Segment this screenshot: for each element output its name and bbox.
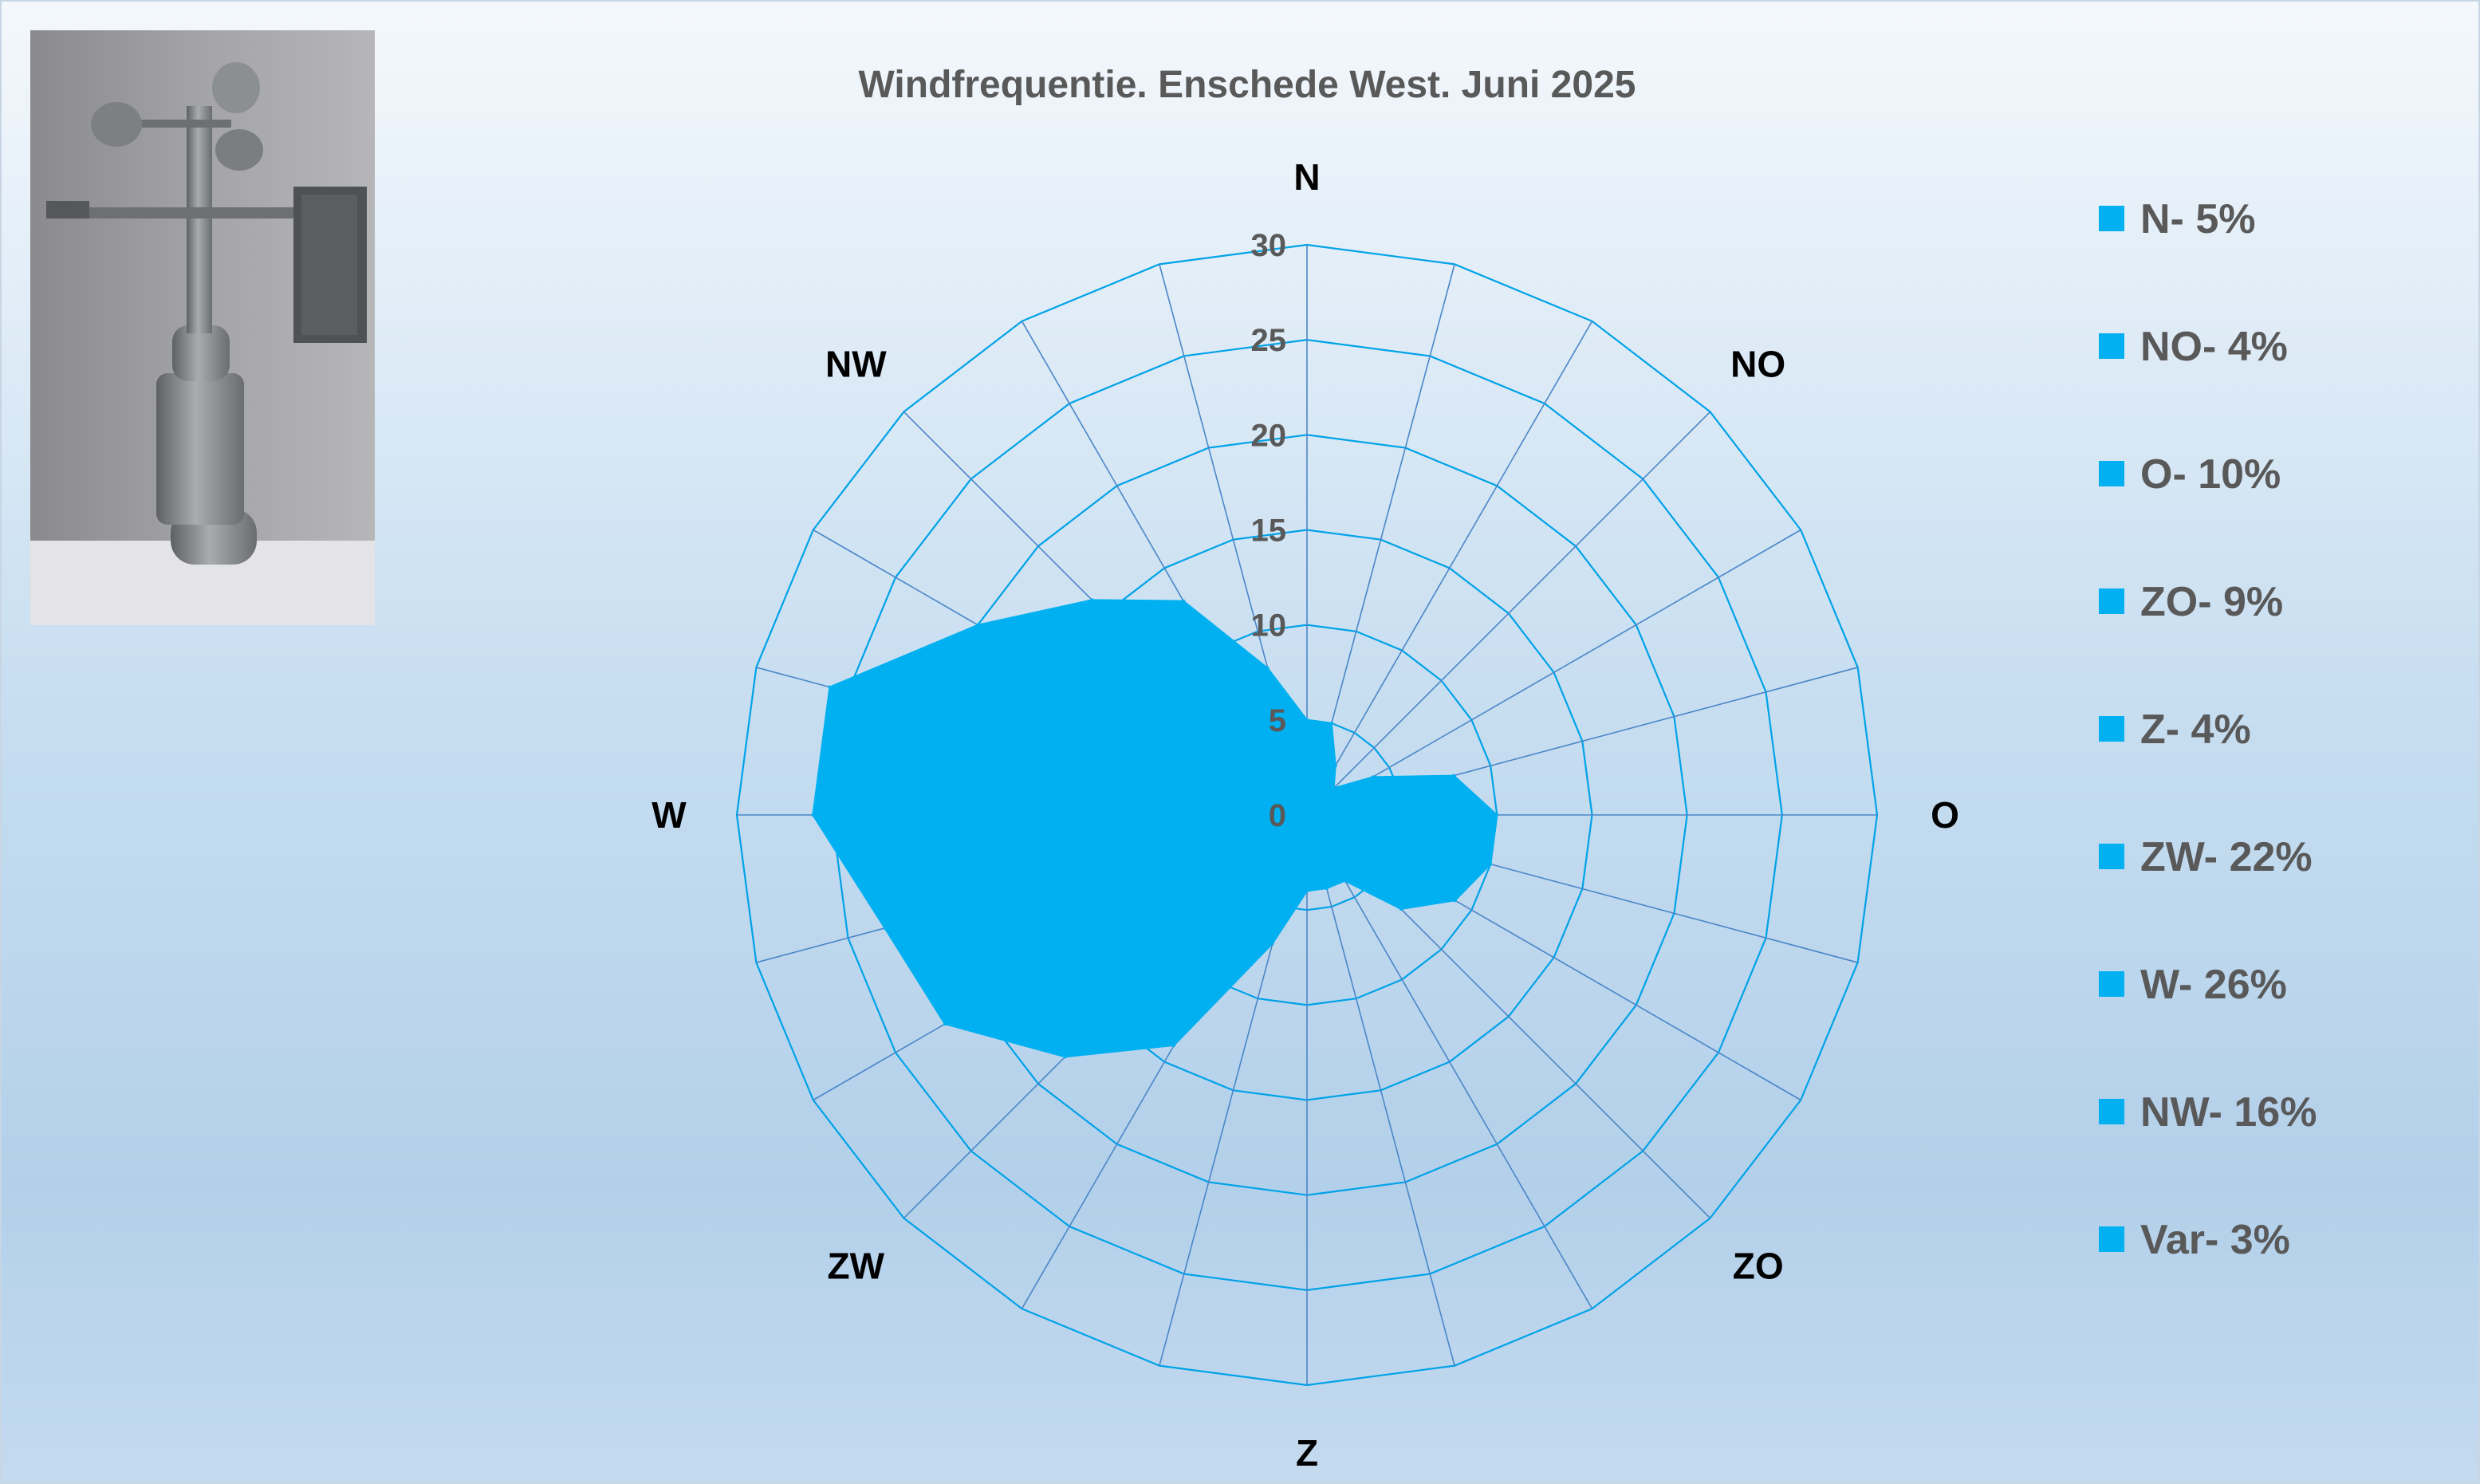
legend-label-7: NW- 16% bbox=[2140, 1089, 2317, 1136]
data-point-19 bbox=[828, 685, 832, 689]
legend-swatch-7 bbox=[2099, 1099, 2124, 1124]
legend-swatch-2 bbox=[2099, 461, 2124, 486]
tick-label-10: 10 bbox=[1251, 608, 1287, 644]
data-point-15 bbox=[1063, 1055, 1067, 1059]
legend-label-3: ZO- 9% bbox=[2140, 579, 2283, 625]
tick-label-20: 20 bbox=[1251, 418, 1287, 453]
legend-swatch-8 bbox=[2099, 1226, 2124, 1252]
legend-label-8: Var- 3% bbox=[2140, 1217, 2290, 1263]
legend-label-2: O- 10% bbox=[2140, 451, 2281, 498]
legend-label-4: Z- 4% bbox=[2140, 707, 2251, 753]
direction-label-w: W bbox=[651, 794, 687, 836]
legend-swatch-4 bbox=[2099, 716, 2124, 742]
tick-label-0: 0 bbox=[1269, 798, 1286, 833]
data-point-6 bbox=[1495, 813, 1499, 817]
chart-title: Windfrequentie. Enschede West. Juni 2025 bbox=[859, 64, 1636, 106]
series-polygon bbox=[812, 599, 1498, 1058]
data-point-9 bbox=[1399, 907, 1403, 911]
spoke-4 bbox=[1306, 529, 1801, 816]
data-point-7 bbox=[1489, 862, 1493, 866]
tick-label-5: 5 bbox=[1269, 703, 1286, 738]
direction-label-n: N bbox=[1293, 156, 1320, 198]
data-point-23 bbox=[1266, 666, 1270, 670]
data-point-5 bbox=[1452, 773, 1456, 777]
legend-label-5: ZW- 22% bbox=[2140, 834, 2313, 880]
data-point-21 bbox=[1090, 598, 1094, 602]
spoke-10 bbox=[1306, 814, 1593, 1309]
legend-label-6: W- 26% bbox=[2140, 962, 2287, 1008]
tick-label-15: 15 bbox=[1251, 514, 1287, 549]
direction-label-zw: ZW bbox=[828, 1246, 885, 1287]
data-point-14 bbox=[1172, 1043, 1176, 1047]
legend: N- 5% NO- 4% O- 10% ZO- 9% Z- 4% ZW- 22% W- 26… bbox=[2099, 196, 2317, 1263]
series-area bbox=[811, 598, 1499, 1059]
data-point-20 bbox=[976, 623, 980, 627]
data-point-16 bbox=[943, 1022, 947, 1026]
data-point-12 bbox=[1305, 889, 1309, 893]
direction-label-o: O bbox=[1931, 794, 1959, 836]
data-point-0 bbox=[1305, 718, 1309, 722]
spoke-11 bbox=[1306, 814, 1455, 1366]
spoke-3 bbox=[1306, 411, 1711, 816]
tick-label-25: 25 bbox=[1251, 323, 1287, 358]
tick-label-30: 30 bbox=[1251, 228, 1287, 263]
data-point-11 bbox=[1325, 887, 1329, 891]
legend-swatch-6 bbox=[2099, 971, 2124, 997]
legend-swatch-3 bbox=[2099, 588, 2124, 614]
data-point-8 bbox=[1453, 899, 1457, 903]
legend-label-1: NO- 4% bbox=[2140, 324, 2288, 370]
data-point-22 bbox=[1182, 599, 1186, 603]
data-point-10 bbox=[1343, 879, 1347, 883]
data-point-4 bbox=[1371, 775, 1375, 779]
data-point-1 bbox=[1329, 721, 1333, 725]
spoke-2 bbox=[1306, 321, 1593, 816]
legend-swatch-1 bbox=[2099, 333, 2124, 359]
direction-labels: N NO O ZO Z ZW W NW bbox=[651, 156, 1959, 1474]
legend-swatch-0 bbox=[2099, 206, 2124, 231]
data-point-2 bbox=[1333, 764, 1337, 768]
direction-label-zo: ZO bbox=[1733, 1246, 1784, 1287]
data-point-3 bbox=[1332, 786, 1336, 790]
legend-label-0: N- 5% bbox=[2140, 196, 2255, 242]
direction-label-nw: NW bbox=[825, 343, 887, 384]
direction-label-no: NO bbox=[1730, 343, 1785, 384]
data-point-18 bbox=[811, 813, 815, 817]
data-point-17 bbox=[883, 926, 887, 930]
direction-label-z: Z bbox=[1296, 1432, 1318, 1474]
anemometer-photo bbox=[30, 30, 375, 625]
radial-tick-labels: 0 5 10 15 20 25 30 bbox=[1251, 228, 1287, 833]
data-point-13 bbox=[1270, 942, 1274, 946]
legend-swatch-5 bbox=[2099, 844, 2124, 869]
